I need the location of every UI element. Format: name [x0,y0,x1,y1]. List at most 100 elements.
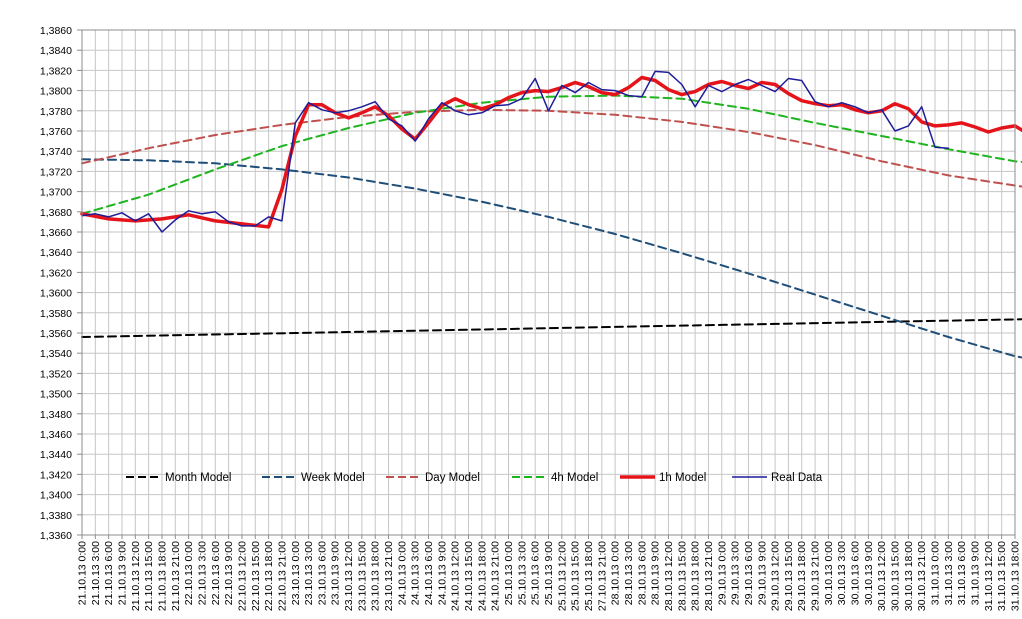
y-tick-label: 1,3480 [40,409,72,421]
x-tick-label: 31.10.13 3:00 [943,541,955,605]
x-tick-label: 31.10.13 18:00 [1010,541,1022,611]
x-tick-label: 24.10.13 0:00 [396,541,408,605]
x-tick-label: 28.10.13 0:00 [610,541,622,605]
x-tick-label: 21.10.13 18:00 [156,541,168,611]
y-tick-label: 1,3360 [40,530,72,542]
legend: Month Model Week Model Day Model 4h Model 1h… [126,472,823,484]
series-line-1h-model [80,75,1022,229]
x-tick-label: 24.10.13 9:00 [436,541,448,605]
y-tick-label: 1,3420 [40,469,72,481]
x-tick-label: 27.10.13 21:00 [596,541,608,611]
x-tick-label: 29.10.13 21:00 [810,541,822,611]
x-tick-label: 23.10.13 12:00 [343,541,355,611]
x-tick-label: 25.10.13 3:00 [516,541,528,605]
y-tick-label: 1,3700 [40,187,72,199]
series-lines [80,70,1022,359]
x-tick-label: 22.10.13 9:00 [223,541,235,605]
series-line-week-model [81,158,1022,359]
y-tick-label: 1,3620 [40,267,72,279]
legend-label: Week Model [301,472,365,484]
y-axis-tick-labels: 1,3360 1,3380 1,3400 1,3420 1,3440 1,3460 1,34… [40,25,82,542]
x-tick-label: 30.10.13 0:00 [823,541,835,605]
x-tick-label: 25.10.13 0:00 [503,541,515,605]
x-tick-label: 30.10.13 12:00 [876,541,888,611]
y-tick-label: 1,3600 [40,288,72,300]
x-tick-label: 25.10.13 9:00 [543,541,555,605]
x-tick-label: 22.10.13 21:00 [276,541,288,611]
x-tick-label: 30.10.13 9:00 [863,541,875,605]
legend-label: Month Model [165,472,231,484]
x-tick-label: 21.10.13 9:00 [116,541,128,605]
x-tick-label: 29.10.13 9:00 [756,541,768,605]
x-tick-label: 21.10.13 3:00 [90,541,102,605]
x-tick-label: 21.10.13 15:00 [143,541,155,611]
x-tick-label: 22.10.13 12:00 [236,541,248,611]
x-tick-label: 25.10.13 12:00 [556,541,568,611]
x-tick-label: 29.10.13 6:00 [743,541,755,605]
x-tick-label: 28.10.13 9:00 [650,541,662,605]
x-tick-label: 28.10.13 12:00 [663,541,675,611]
x-tick-label: 30.10.13 6:00 [850,541,862,605]
gridlines [81,29,1016,536]
y-tick-label: 1,3760 [40,126,72,138]
y-tick-label: 1,3860 [40,25,72,37]
y-tick-label: 1,3840 [40,45,72,57]
y-tick-label: 1,3780 [40,106,72,118]
x-tick-label: 24.10.13 18:00 [476,541,488,611]
x-tick-label: 23.10.13 21:00 [383,541,395,611]
series-line-day-model [81,108,1022,188]
x-tick-label: 28.10.13 6:00 [636,541,648,605]
y-tick-label: 1,3720 [40,166,72,178]
y-tick-label: 1,3440 [40,449,72,461]
x-tick-label: 30.10.13 15:00 [890,541,902,611]
x-axis-tick-labels: 21.10.13 0:00 21.10.13 3:00 21.10.13 6:00 2… [77,535,1022,611]
x-tick-label: 24.10.13 3:00 [410,541,422,605]
x-tick-label: 24.10.13 6:00 [423,541,435,605]
x-tick-label: 31.10.13 15:00 [996,541,1008,611]
x-tick-label: 22.10.13 18:00 [263,541,275,611]
x-tick-label: 29.10.13 12:00 [770,541,782,611]
x-tick-label: 24.10.13 21:00 [490,541,502,611]
x-tick-label: 31.10.13 6:00 [956,541,968,605]
x-tick-label: 31.10.13 12:00 [983,541,995,611]
x-tick-label: 21.10.13 12:00 [130,541,142,611]
x-tick-label: 22.10.13 3:00 [196,541,208,605]
x-tick-label: 24.10.13 12:00 [450,541,462,611]
series-line-month-model [81,318,1022,338]
y-tick-label: 1,3500 [40,389,72,401]
x-tick-label: 23.10.13 0:00 [290,541,302,605]
y-tick-label: 1,3520 [40,368,72,380]
x-tick-label: 30.10.13 18:00 [903,541,915,611]
y-tick-label: 1,3540 [40,348,72,360]
x-tick-label: 28.10.13 15:00 [676,541,688,611]
x-tick-label: 21.10.13 6:00 [103,541,115,605]
y-tick-label: 1,3400 [40,490,72,502]
legend-label: 1h Model [659,472,706,484]
x-tick-label: 30.10.13 21:00 [916,541,928,611]
plot-area-border [81,29,1016,536]
x-tick-label: 29.10.13 15:00 [783,541,795,611]
legend-label: 4h Model [551,472,598,484]
legend-label: Day Model [425,472,480,484]
x-tick-label: 25.10.13 6:00 [530,541,542,605]
y-tick-label: 1,3560 [40,328,72,340]
x-tick-label: 23.10.13 9:00 [330,541,342,605]
y-tick-label: 1,3800 [40,86,72,98]
y-tick-label: 1,3680 [40,207,72,219]
x-tick-label: 21.10.13 21:00 [170,541,182,611]
series-line-real-data [81,70,950,233]
x-tick-label: 23.10.13 6:00 [316,541,328,605]
x-tick-label: 31.10.13 0:00 [930,541,942,605]
x-tick-label: 23.10.13 3:00 [303,541,315,605]
y-tick-label: 1,3740 [40,146,72,158]
y-tick-label: 1,3820 [40,65,72,77]
x-tick-label: 30.10.13 3:00 [836,541,848,605]
x-tick-label: 23.10.13 15:00 [356,541,368,611]
x-tick-label: 23.10.13 18:00 [370,541,382,611]
y-tick-label: 1,3640 [40,247,72,259]
x-tick-label: 22.10.13 15:00 [250,541,262,611]
x-tick-label: 29.10.13 0:00 [716,541,728,605]
legend-label: Real Data [771,472,823,484]
y-tick-label: 1,3460 [40,429,72,441]
